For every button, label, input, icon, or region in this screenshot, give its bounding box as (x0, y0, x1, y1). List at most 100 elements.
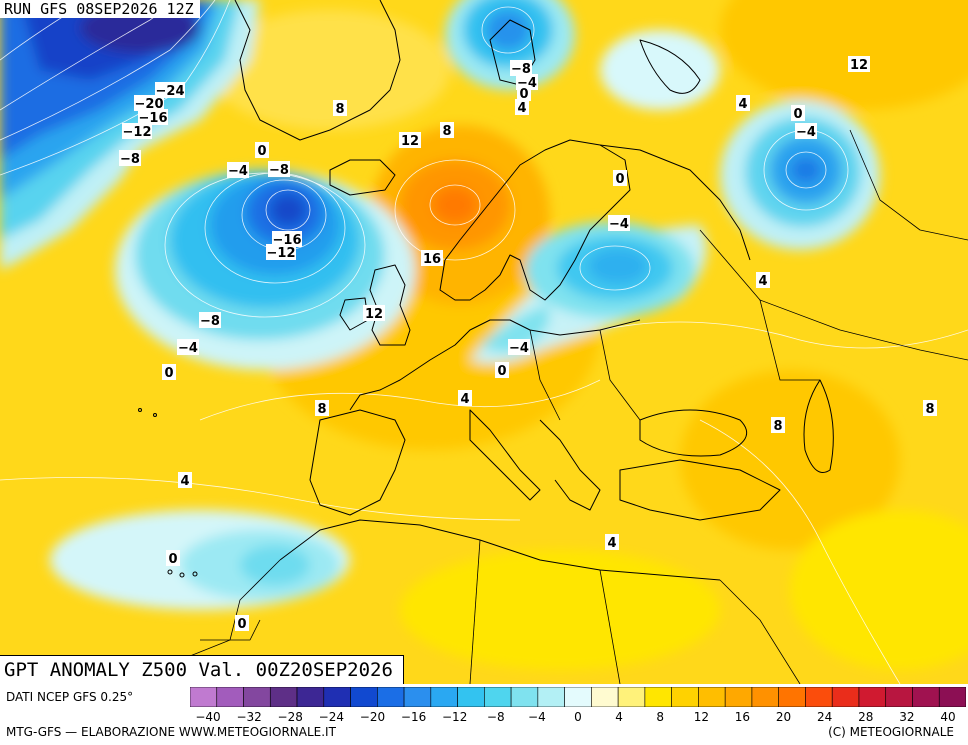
legend-swatch (751, 687, 779, 707)
contour-label-box (771, 417, 785, 433)
legend-tick-label: 0 (574, 710, 582, 724)
contour-label-box (268, 161, 290, 177)
contour-label-box (272, 231, 302, 247)
contour-label-box (155, 82, 185, 98)
contour-label: −12 (267, 246, 296, 261)
legend-swatch (403, 687, 432, 707)
contour-label-box (756, 272, 770, 288)
legend-swatch (831, 687, 860, 707)
legend-tick-label: 40 (940, 710, 955, 724)
contour-label-box (795, 123, 817, 139)
contour-label: 0 (168, 552, 177, 567)
contour-label: −8 (511, 62, 531, 77)
contour-label: 0 (793, 107, 802, 122)
legend-tick-label: −16 (401, 710, 426, 724)
contour-label: 8 (317, 402, 326, 417)
contour-label: −4 (796, 125, 816, 140)
contour-label-box (134, 95, 164, 111)
credit-right-label: (C) METEOGIORNALE (828, 725, 954, 739)
contour-label: −8 (269, 163, 289, 178)
legend-tick-label: 24 (817, 710, 832, 724)
contour-label-box (923, 400, 937, 416)
contour-label: 0 (237, 617, 246, 632)
legend-swatch (805, 687, 833, 707)
contour-label: 4 (460, 392, 469, 407)
data-source-label: DATI NCEP GFS 0.25° (6, 690, 134, 704)
legend-tick-label: −8 (487, 710, 505, 724)
legend-swatch (885, 687, 913, 707)
legend-tick-label: 32 (899, 710, 914, 724)
coastlines (138, 0, 968, 684)
legend-swatch (644, 687, 672, 707)
legend-ticks: −40 −32 −28 −24 −20 −16 −12 −8 −4 0 4 8 12 16 20 24 28 32… (195, 710, 955, 724)
contour-label-box (363, 305, 385, 321)
contour-label-box (421, 250, 443, 266)
contour-label-box (791, 105, 805, 121)
legend-tick-label: −40 (195, 710, 220, 724)
legend-swatch (430, 687, 458, 707)
legend-tick-label: 12 (694, 710, 709, 724)
contour-label: −4 (609, 217, 629, 232)
credit-left-label: MTG-GFS — ELABORAZIONE WWW.METEOGIORNALE… (6, 725, 336, 739)
contour-label: −8 (120, 152, 140, 167)
contour-label: 0 (519, 87, 528, 102)
legend-tick-label: 28 (858, 710, 873, 724)
contour-label-box (458, 390, 472, 406)
contour-label: −4 (228, 164, 248, 179)
contour-label-box (227, 162, 249, 178)
contour-label: 8 (335, 102, 344, 117)
contour-label-box (178, 472, 192, 488)
legend-swatch (323, 687, 351, 707)
contour-label: 12 (365, 307, 383, 322)
legend-swatch (617, 687, 646, 707)
contour-label: −4 (509, 341, 529, 356)
legend-swatch (216, 687, 244, 707)
map-title: GPT ANOMALY Z500 Val. 00Z20SEP2026 (0, 655, 404, 685)
legend-swatch (591, 687, 619, 707)
contour-label: 0 (615, 172, 624, 187)
contour-label-box (515, 99, 529, 115)
legend-swatch (858, 687, 887, 707)
legend-swatch (269, 687, 298, 707)
legend-swatch (457, 687, 485, 707)
contour-label-box (315, 400, 329, 416)
contour-label-box (517, 85, 531, 101)
contour-label-box (399, 132, 421, 148)
legend-tick-label: 4 (615, 710, 623, 724)
legend-tick-label: −28 (278, 710, 303, 724)
contour-label-box (166, 550, 180, 566)
contour-label: −20 (135, 97, 164, 112)
legend-tick-label: 20 (776, 710, 791, 724)
contour-label: 8 (925, 402, 934, 417)
contour-label-box (255, 142, 269, 158)
contour-label-box (119, 150, 141, 166)
legend-tick-label: −4 (528, 710, 546, 724)
contour-label: 4 (607, 536, 616, 551)
contour-label-box (162, 364, 176, 380)
contour-label-box (177, 339, 199, 355)
legend-tick-label: −20 (360, 710, 385, 724)
legend-swatch (564, 687, 592, 707)
contour-label-box (138, 109, 168, 125)
contour-label-box (122, 123, 152, 139)
contour-label: 4 (738, 97, 747, 112)
contour-label: 12 (401, 134, 419, 149)
contour-label: −4 (178, 341, 198, 356)
contour-label-box (510, 60, 532, 76)
legend-swatch (778, 687, 806, 707)
anomaly-fields (0, 0, 968, 670)
contour-label-box (199, 312, 221, 328)
contour-label-box (508, 339, 530, 355)
legend-tick-label: 8 (656, 710, 664, 724)
legend-swatch (912, 687, 940, 707)
legend-swatch (190, 687, 218, 707)
legend-swatch (537, 687, 565, 707)
contour-label: 0 (257, 144, 266, 159)
contour-label: −8 (200, 314, 220, 329)
contour-label-box (266, 244, 296, 260)
contour-label: 0 (164, 366, 173, 381)
contour-labels: −24−20−16−12−80−4 −88128−8−4041240−40−4−1… (119, 56, 937, 632)
contour-label: −16 (139, 111, 168, 126)
legend-swatch (377, 687, 405, 707)
